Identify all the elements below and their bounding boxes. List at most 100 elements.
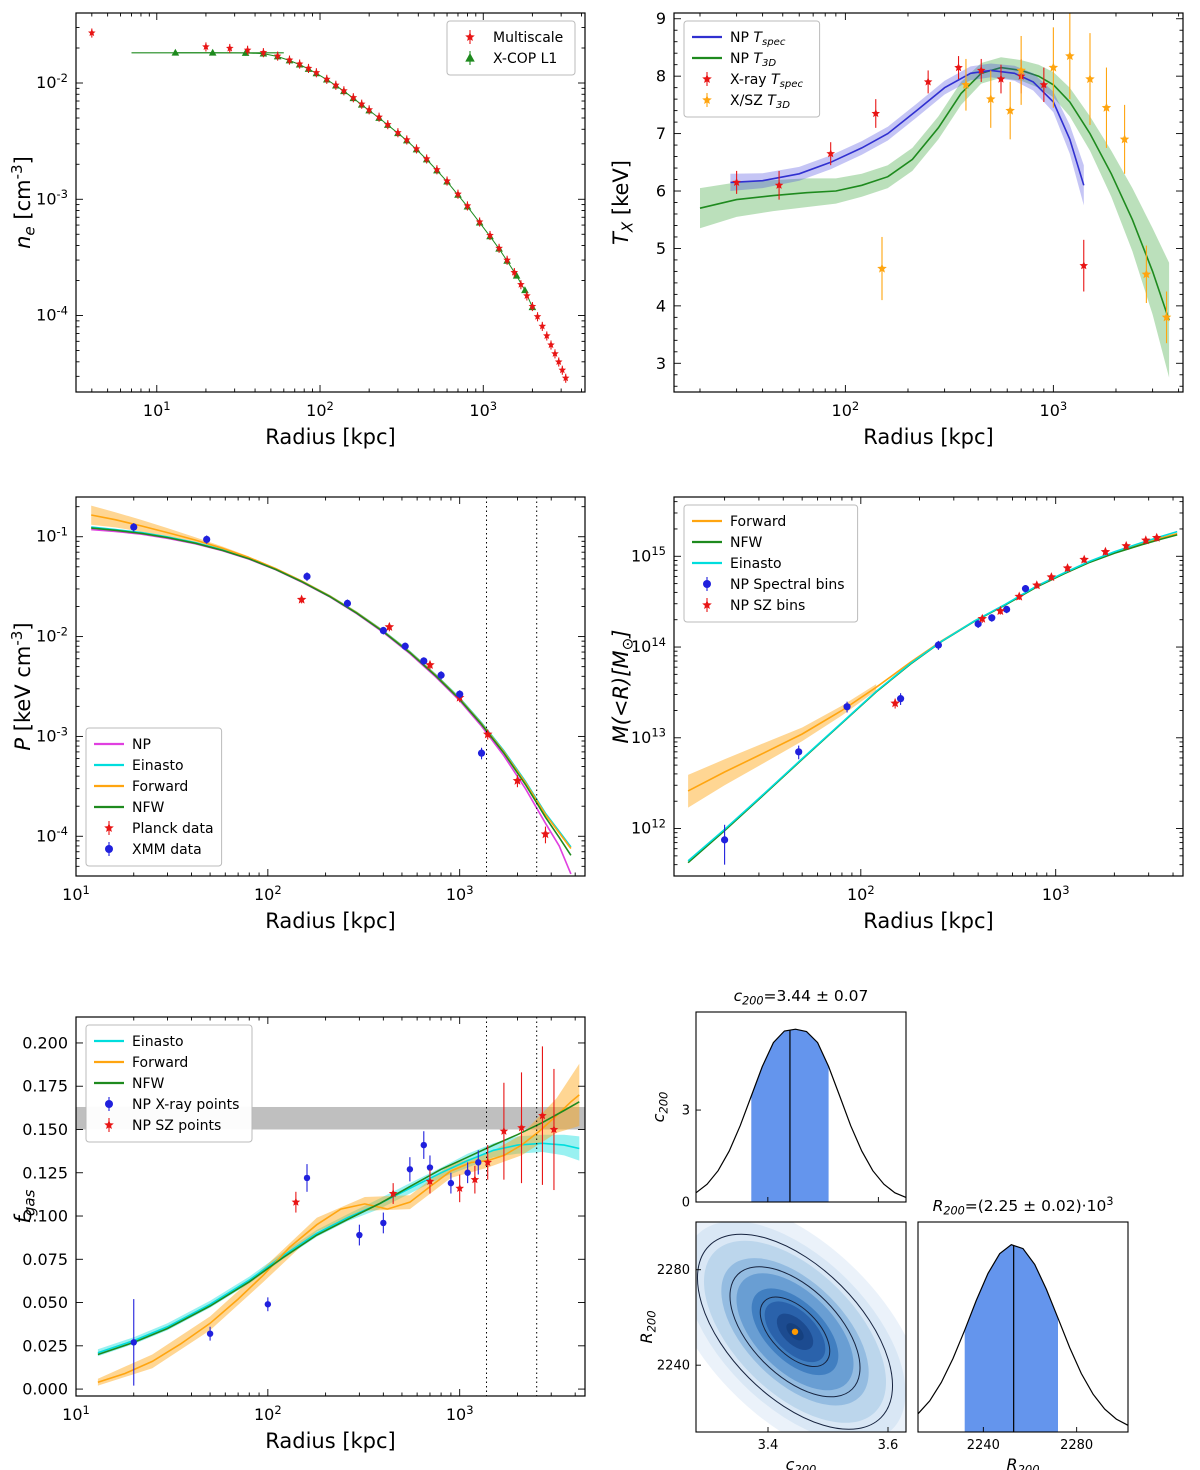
svg-text:0.100: 0.100: [22, 1207, 68, 1226]
y-axis-label: TX [keV]: [609, 160, 637, 245]
svg-text:3: 3: [682, 1104, 690, 1119]
svg-text:0.000: 0.000: [22, 1380, 68, 1399]
svg-text:0: 0: [682, 1196, 690, 1211]
model-line: [730, 69, 1085, 186]
svg-text:103: 103: [1040, 399, 1068, 420]
legend: Einasto Forward NFW NP X-ray points NP SZ po…: [85, 1024, 253, 1143]
svg-text:102: 102: [254, 1403, 282, 1424]
confidence-band: [91, 505, 250, 559]
svg-text:3: 3: [656, 354, 666, 373]
svg-text:10-2: 10-2: [36, 71, 68, 92]
axes: 101 102 103 10-4 10-3 10-2 10-1 Radius [kpc] P […: [8, 496, 586, 933]
y-axis-label: M(<R)[M⊙]: [609, 630, 637, 744]
mass-profile-plot: 102 103 1012 1013 1014 1015 Radius [kpc] M(<R)[…: [609, 496, 1184, 933]
svg-text:XMM data: XMM data: [132, 842, 202, 858]
data-points: [171, 48, 537, 311]
svg-text:103: 103: [446, 1403, 474, 1424]
data-points: [720, 585, 1030, 865]
svg-text:Forward: Forward: [132, 1055, 188, 1071]
svg-text:10-2: 10-2: [36, 624, 68, 645]
axes: 102 103 3 4 5 6 7 8 9 Radius [kpc] TX [keV]: [609, 9, 1184, 449]
model-line: [91, 527, 572, 856]
y-axis-label: P [keV cm-3]: [8, 622, 35, 750]
data-points: [877, 13, 1172, 344]
data-points: [88, 28, 570, 383]
svg-text:NP T3D: NP T3D: [730, 51, 776, 69]
svg-text:102: 102: [832, 399, 860, 420]
best-fit-point: [791, 1328, 799, 1335]
svg-text:NP Tspec: NP Tspec: [730, 30, 786, 48]
svg-text:7: 7: [656, 124, 666, 143]
svg-text:10-3: 10-3: [36, 187, 68, 208]
plot-series: [91, 497, 572, 876]
svg-text:2280: 2280: [1060, 1438, 1093, 1453]
temperature-profile-plot: 102 103 3 4 5 6 7 8 9 Radius [kpc] TX [keV] NP Tspe…: [609, 9, 1184, 449]
svg-text:103: 103: [1042, 883, 1070, 904]
confidence-band: [97, 1134, 580, 1357]
legend: NP Tspec NP T3D X-ray Tspec X/SZ T3D: [683, 20, 821, 118]
x-axis-label: R200: [1006, 1455, 1039, 1470]
svg-text:3.4: 3.4: [758, 1438, 779, 1453]
density-profile-plot: 101 102 103 10-4 10-3 10-2 Radius [kpc] ne [cm-…: [8, 12, 586, 449]
y-axis-label: c200: [649, 1092, 671, 1123]
confidence-band: [730, 63, 1084, 206]
axes: 102 103 1012 1013 1014 1015 Radius [kpc] M(<R)[…: [609, 496, 1184, 933]
svg-text:6: 6: [656, 182, 666, 201]
y-axis-label: fgas: [11, 1189, 39, 1223]
confidence-band: [700, 57, 1170, 378]
svg-text:Multiscale: Multiscale: [493, 30, 563, 46]
model-line: [97, 1101, 580, 1356]
axes: 101 102 103 0.000 0.025 0.050 0.075 0.100 0.125 0…: [11, 1016, 586, 1453]
panel-title: c200=3.44 ± 0.07: [734, 987, 869, 1007]
svg-text:103: 103: [469, 399, 497, 420]
svg-text:NP X-ray points: NP X-ray points: [132, 1097, 239, 1113]
svg-text:NFW: NFW: [132, 800, 165, 816]
plot-series: [687, 530, 1178, 865]
x-axis-label: c200: [786, 1455, 817, 1470]
corner-plot: 0 3 c200=3.44 ± 0.07 c200 2240 2280 R200=(2.25…: [637, 987, 1129, 1470]
svg-text:0.075: 0.075: [22, 1250, 68, 1269]
x-axis-label: Radius [kpc]: [265, 425, 396, 449]
model-line: [687, 530, 1178, 862]
svg-text:2280: 2280: [657, 1263, 690, 1278]
plot-series: [699, 13, 1172, 378]
svg-text:Forward: Forward: [730, 514, 786, 530]
posterior-curve: [695, 1028, 907, 1198]
gas-fraction-plot: 101 102 103 0.000 0.025 0.050 0.075 0.100 0.125 0…: [11, 1016, 586, 1453]
data-points: [130, 523, 486, 760]
svg-text:10-4: 10-4: [36, 303, 68, 324]
x-axis-label: Radius [kpc]: [863, 425, 994, 449]
svg-text:8: 8: [656, 67, 666, 86]
svg-text:101: 101: [62, 1403, 90, 1424]
svg-text:X-ray Tspec: X-ray Tspec: [730, 72, 803, 90]
svg-text:9: 9: [656, 9, 666, 28]
legend: NP Einasto Forward NFW Planck data XMM data: [85, 727, 223, 867]
model-line: [97, 1094, 580, 1383]
svg-text:0.150: 0.150: [22, 1120, 68, 1139]
svg-text:X/SZ T3D: X/SZ T3D: [730, 93, 790, 111]
legend: Forward NFW Einasto NP Spectral bins NP SZ b…: [683, 504, 859, 623]
data-points: [130, 1131, 482, 1386]
svg-text:0.200: 0.200: [22, 1033, 68, 1052]
svg-text:Planck data: Planck data: [132, 821, 214, 837]
panel-title: R200=(2.25 ± 0.02)·103: [933, 1195, 1114, 1217]
pressure-profile-plot: 101 102 103 10-4 10-3 10-2 10-1 Radius [kpc] P […: [8, 496, 586, 933]
svg-text:0.050: 0.050: [22, 1293, 68, 1312]
svg-text:102: 102: [847, 883, 875, 904]
svg-text:Forward: Forward: [132, 779, 188, 795]
svg-text:101: 101: [62, 883, 90, 904]
y-axis-label: ne [cm-3]: [8, 156, 39, 249]
svg-text:4: 4: [656, 296, 666, 315]
data-points: [890, 532, 1162, 709]
svg-text:1013: 1013: [631, 726, 666, 747]
svg-text:1012: 1012: [631, 816, 666, 837]
svg-text:Einasto: Einasto: [132, 758, 184, 774]
svg-text:10-1: 10-1: [36, 525, 68, 546]
svg-text:10-4: 10-4: [36, 824, 68, 845]
svg-text:1015: 1015: [631, 544, 666, 565]
data-points: [296, 594, 551, 844]
svg-text:NFW: NFW: [132, 1076, 165, 1092]
svg-text:NP Spectral bins: NP Spectral bins: [730, 577, 845, 593]
svg-text:NP SZ bins: NP SZ bins: [730, 598, 805, 614]
